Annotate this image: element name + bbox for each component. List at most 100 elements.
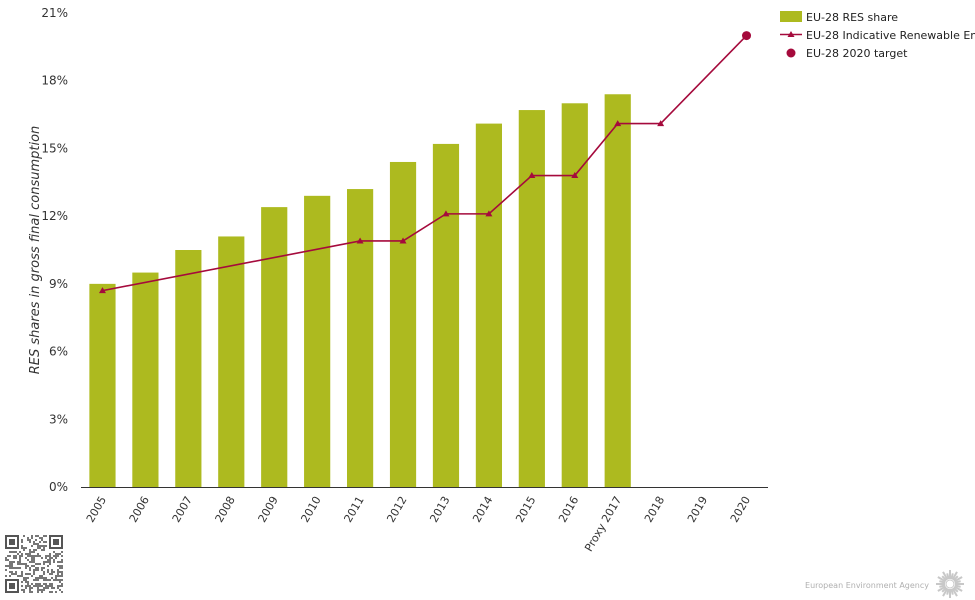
- eea-logo-ray: [941, 575, 948, 582]
- y-tick-label: 21%: [41, 6, 68, 20]
- trajectory-point[interactable]: [442, 210, 450, 217]
- qr-module: [29, 539, 31, 541]
- qr-module: [31, 537, 33, 539]
- bar[interactable]: [218, 236, 245, 487]
- qr-module: [39, 577, 41, 579]
- trajectory-point[interactable]: [356, 237, 364, 244]
- qr-module: [21, 539, 23, 541]
- qr-module: [61, 585, 63, 587]
- qr-module: [47, 569, 49, 571]
- qr-module: [59, 553, 61, 555]
- trajectory-point[interactable]: [614, 120, 622, 127]
- qr-module: [31, 551, 33, 553]
- qr-module: [47, 571, 49, 573]
- bar[interactable]: [261, 207, 288, 487]
- qr-module: [33, 549, 35, 551]
- trajectory-point[interactable]: [571, 172, 579, 179]
- qr-module: [39, 555, 41, 557]
- bar[interactable]: [518, 110, 545, 488]
- qr-module: [55, 575, 57, 577]
- qr-module: [45, 579, 47, 581]
- qr-module: [27, 539, 29, 541]
- bar[interactable]: [561, 103, 588, 488]
- qr-module: [59, 571, 61, 573]
- qr-module: [51, 583, 53, 585]
- qr-module: [25, 587, 27, 589]
- qr-module: [57, 579, 59, 581]
- x-tick-label: 2020: [728, 494, 753, 525]
- bar[interactable]: [432, 143, 460, 487]
- qr-module: [17, 563, 19, 565]
- qr-module: [11, 573, 13, 575]
- x-tick-label: 2018: [642, 494, 667, 525]
- qr-module: [25, 573, 27, 575]
- qr-module: [27, 573, 29, 575]
- qr-module: [9, 561, 11, 563]
- trajectory-point[interactable]: [399, 237, 407, 244]
- qr-module: [25, 585, 27, 587]
- qr-module: [21, 575, 23, 577]
- qr-module: [61, 567, 63, 569]
- qr-finder-core: [53, 539, 59, 545]
- bar[interactable]: [175, 250, 202, 487]
- qr-module: [41, 537, 43, 539]
- bar[interactable]: [89, 283, 116, 487]
- qr-module: [27, 555, 29, 557]
- qr-module: [21, 541, 23, 543]
- qr-module: [13, 555, 15, 557]
- y-tick-label: 9%: [49, 277, 68, 291]
- y-tick-label: 0%: [49, 480, 68, 494]
- qr-module: [33, 585, 35, 587]
- trajectory-point[interactable]: [528, 172, 536, 179]
- qr-module: [9, 575, 11, 577]
- qr-module: [31, 565, 33, 567]
- qr-module: [43, 541, 45, 543]
- trajectory-point[interactable]: [98, 287, 106, 294]
- qr-module: [19, 551, 21, 553]
- qr-module: [21, 547, 23, 549]
- qr-module: [53, 551, 55, 553]
- qr-module: [27, 581, 29, 583]
- qr-module: [9, 565, 11, 567]
- eea-logo-icon: [936, 570, 964, 598]
- bar[interactable]: [346, 189, 374, 488]
- bar[interactable]: [604, 94, 631, 487]
- qr-module: [23, 549, 25, 551]
- qr-module: [43, 577, 45, 579]
- qr-module: [59, 567, 61, 569]
- qr-module: [43, 583, 45, 585]
- qr-module: [35, 549, 37, 551]
- qr-module: [49, 591, 51, 593]
- qr-module: [29, 585, 31, 587]
- qr-module: [17, 575, 19, 577]
- qr-module: [9, 555, 11, 557]
- eea-logo-ray: [946, 573, 950, 580]
- target-point[interactable]: [742, 31, 752, 41]
- qr-module: [31, 555, 33, 557]
- qr-module: [37, 553, 39, 555]
- qr-module: [39, 585, 41, 587]
- trajectory-point[interactable]: [485, 210, 493, 217]
- qr-module: [47, 587, 49, 589]
- bar[interactable]: [132, 272, 159, 487]
- eea-logo-ray: [953, 585, 963, 592]
- qr-module: [13, 567, 15, 569]
- y-tick-label: 15%: [41, 141, 68, 155]
- eea-logo-ray: [937, 585, 947, 592]
- bar[interactable]: [304, 195, 331, 488]
- bar[interactable]: [389, 161, 417, 487]
- eea-logo-ray: [951, 571, 958, 581]
- qr-module: [5, 565, 7, 567]
- qr-module: [23, 589, 25, 591]
- qr-module: [45, 577, 47, 579]
- eea-logo-ray: [950, 573, 954, 580]
- qr-module: [17, 561, 19, 563]
- qr-module: [47, 565, 49, 567]
- qr-module: [25, 565, 27, 567]
- trajectory-point[interactable]: [657, 120, 665, 127]
- bar[interactable]: [475, 123, 503, 487]
- qr-module: [57, 565, 59, 567]
- qr-module: [35, 563, 37, 565]
- qr-module: [45, 555, 47, 557]
